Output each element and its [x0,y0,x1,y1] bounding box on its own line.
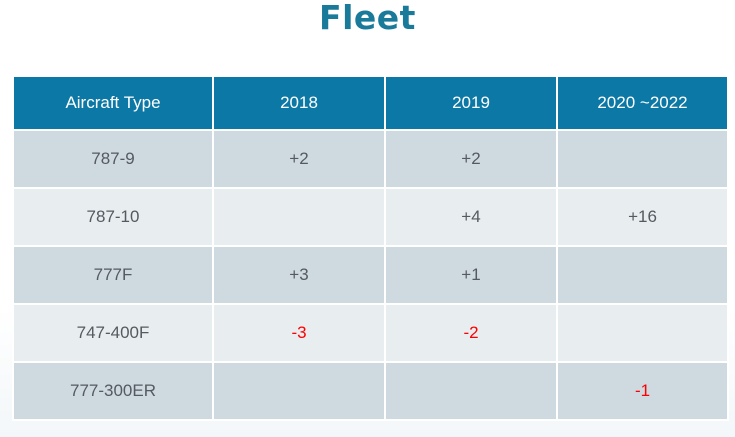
table-header-row: Aircraft Type 2018 2019 2020 ~2022 [12,75,729,131]
value-cell-2019 [384,361,558,421]
page-title: Fleet [319,0,416,37]
aircraft-type-cell: 777F [12,245,214,305]
header-2018: 2018 [212,75,386,131]
header-2020-2022: 2020 ~2022 [556,75,729,131]
value-cell-2018: +2 [212,129,386,189]
table-row: 777F +3 +1 [12,245,729,305]
table-row: 787-9 +2 +2 [12,129,729,189]
aircraft-type-cell: 777-300ER [12,361,214,421]
aircraft-type-cell: 747-400F [12,303,214,363]
table-row: 777-300ER -1 [12,361,729,421]
header-aircraft-type: Aircraft Type [12,75,214,131]
value-cell-2020-2022: -1 [556,361,729,421]
value-cell-2018 [212,187,386,247]
fleet-table: Aircraft Type 2018 2019 2020 ~2022 787-9… [12,75,729,421]
aircraft-type-cell: 787-10 [12,187,214,247]
value-cell-2019: +1 [384,245,558,305]
value-cell-2018: -3 [212,303,386,363]
header-2019: 2019 [384,75,558,131]
value-cell-2018 [212,361,386,421]
table-row: 747-400F -3 -2 [12,303,729,363]
table-row: 787-10 +4 +16 [12,187,729,247]
value-cell-2018: +3 [212,245,386,305]
value-cell-2019: +4 [384,187,558,247]
value-cell-2020-2022 [556,245,729,305]
aircraft-type-cell: 787-9 [12,129,214,189]
value-cell-2020-2022 [556,303,729,363]
value-cell-2020-2022: +16 [556,187,729,247]
value-cell-2019: +2 [384,129,558,189]
value-cell-2019: -2 [384,303,558,363]
value-cell-2020-2022 [556,129,729,189]
